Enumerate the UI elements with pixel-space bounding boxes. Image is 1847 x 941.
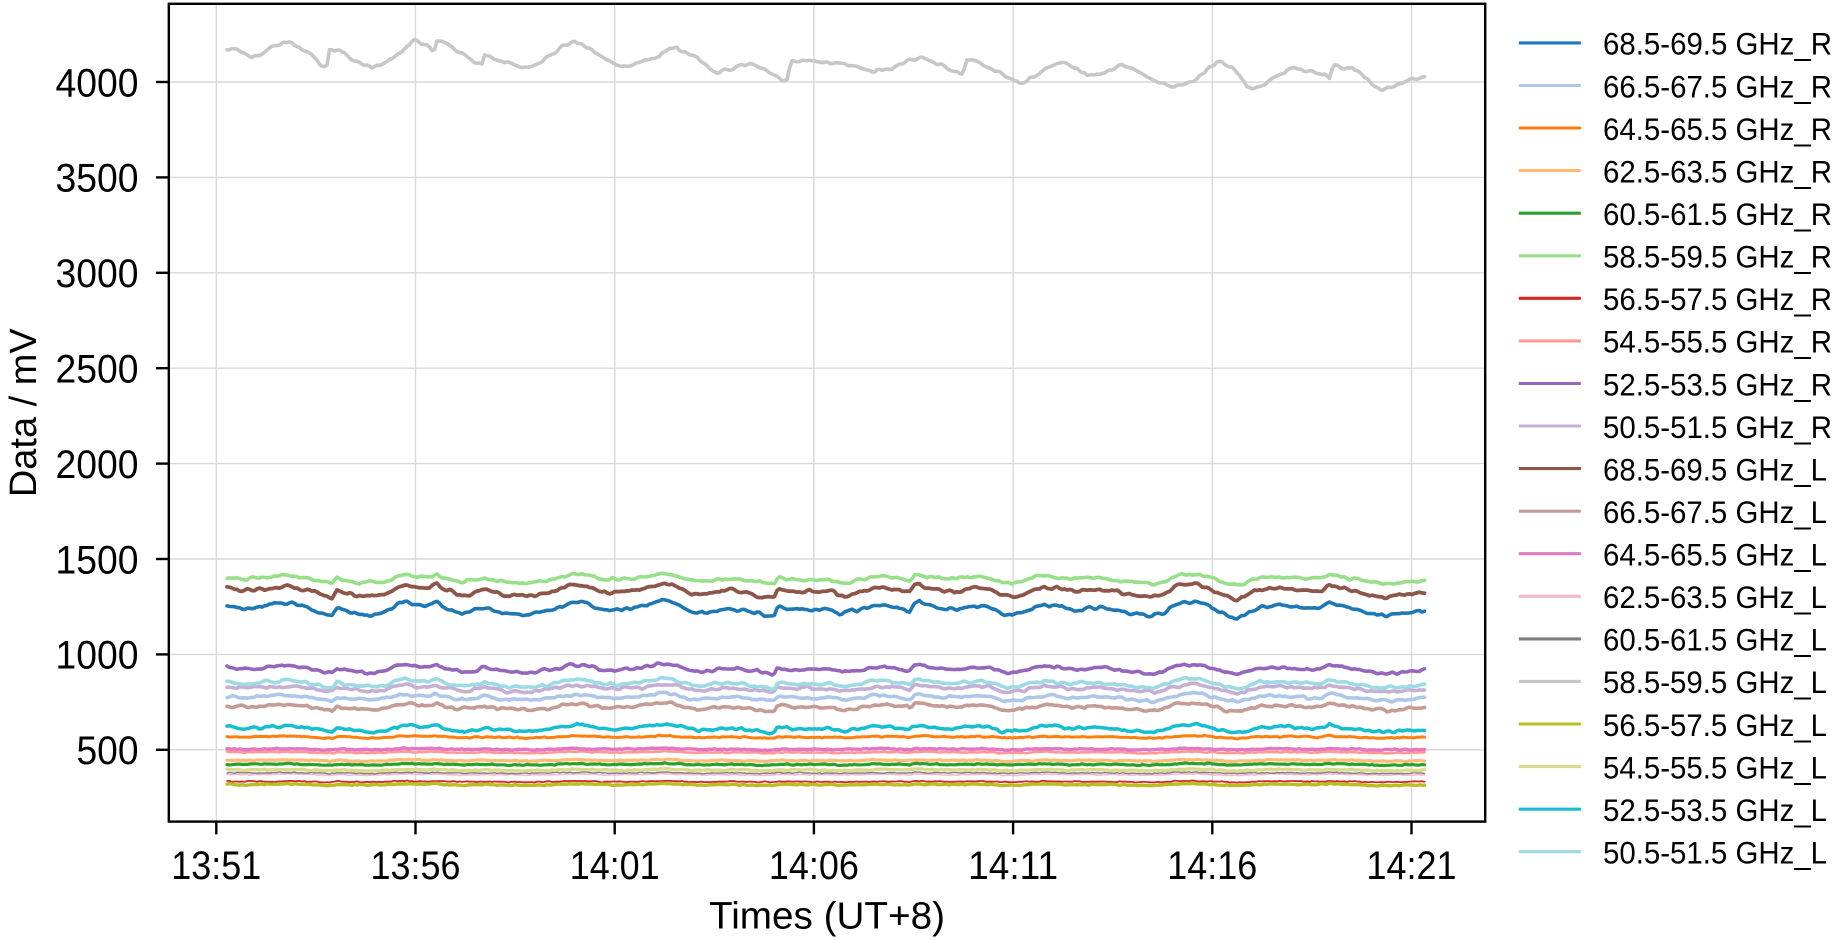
svg-text:66.5-67.5 GHz_R: 66.5-67.5 GHz_R — [1603, 68, 1832, 104]
svg-text:2000: 2000 — [56, 443, 139, 487]
svg-text:50.5-51.5 GHz_L: 50.5-51.5 GHz_L — [1603, 835, 1827, 871]
svg-text:52.5-53.5 GHz_R: 52.5-53.5 GHz_R — [1603, 366, 1832, 402]
svg-text:68.5-69.5 GHz_R: 68.5-69.5 GHz_R — [1603, 26, 1832, 62]
svg-text:14:16: 14:16 — [1167, 844, 1257, 888]
svg-text:14:06: 14:06 — [769, 844, 859, 888]
svg-text:1500: 1500 — [56, 538, 139, 582]
svg-text:Data / mV: Data / mV — [3, 328, 45, 498]
svg-text:56.5-57.5 GHz_R: 56.5-57.5 GHz_R — [1603, 281, 1832, 317]
svg-text:1000: 1000 — [56, 634, 139, 678]
svg-text:13:51: 13:51 — [171, 844, 261, 888]
svg-text:68.5-69.5 GHz_L: 68.5-69.5 GHz_L — [1603, 451, 1827, 487]
svg-text:64.5-65.5 GHz_L: 64.5-65.5 GHz_L — [1603, 537, 1827, 573]
svg-text:56.5-57.5 GHz_L: 56.5-57.5 GHz_L — [1603, 707, 1827, 743]
svg-text:64.5-65.5 GHz_R: 64.5-65.5 GHz_R — [1603, 111, 1832, 147]
svg-text:58.5-59.5 GHz_L: 58.5-59.5 GHz_L — [1603, 664, 1827, 700]
svg-text:14:01: 14:01 — [570, 844, 660, 888]
svg-text:50.5-51.5 GHz_R: 50.5-51.5 GHz_R — [1603, 409, 1832, 445]
svg-text:3000: 3000 — [56, 252, 139, 296]
svg-text:58.5-59.5 GHz_R: 58.5-59.5 GHz_R — [1603, 239, 1832, 275]
svg-text:4000: 4000 — [56, 61, 139, 105]
svg-text:14:11: 14:11 — [968, 844, 1058, 888]
svg-text:2500: 2500 — [56, 348, 139, 392]
svg-text:54.5-55.5 GHz_L: 54.5-55.5 GHz_L — [1603, 749, 1827, 785]
svg-text:14:21: 14:21 — [1367, 844, 1457, 888]
svg-text:500: 500 — [77, 729, 139, 773]
svg-text:3500: 3500 — [56, 157, 139, 201]
svg-text:62.5-63.5 GHz_L: 62.5-63.5 GHz_L — [1603, 579, 1827, 615]
svg-text:60.5-61.5 GHz_L: 60.5-61.5 GHz_L — [1603, 622, 1827, 658]
svg-text:52.5-53.5 GHz_L: 52.5-53.5 GHz_L — [1603, 792, 1827, 828]
svg-text:13:56: 13:56 — [371, 844, 461, 888]
svg-text:62.5-63.5 GHz_R: 62.5-63.5 GHz_R — [1603, 153, 1832, 189]
svg-text:66.5-67.5 GHz_L: 66.5-67.5 GHz_L — [1603, 494, 1827, 530]
svg-text:54.5-55.5 GHz_R: 54.5-55.5 GHz_R — [1603, 324, 1832, 360]
svg-text:60.5-61.5 GHz_R: 60.5-61.5 GHz_R — [1603, 196, 1832, 232]
svg-text:Times (UT+8): Times (UT+8) — [709, 896, 945, 938]
